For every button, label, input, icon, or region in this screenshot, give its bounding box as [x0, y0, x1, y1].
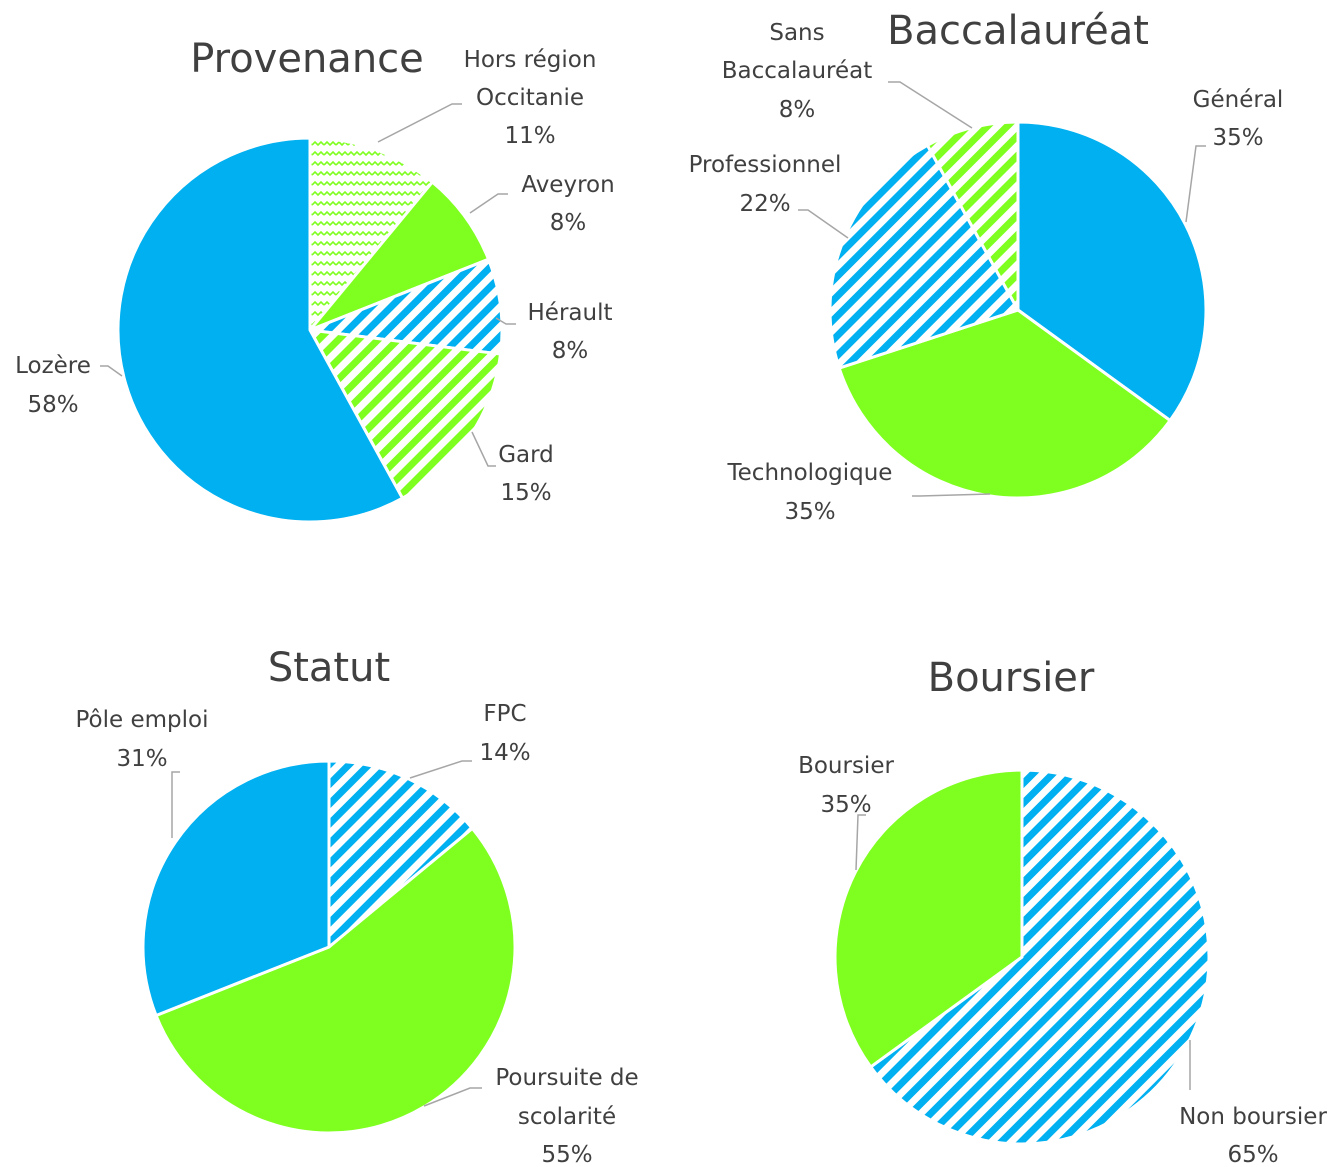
chart-baccalaureat: Baccalauréat Général 35% Technologique 3…	[689, 8, 1284, 525]
data-label: 65%	[1227, 1142, 1278, 1167]
leader-lines	[171, 760, 482, 1107]
data-label: Hors région	[464, 47, 597, 73]
data-label: 35%	[784, 499, 835, 525]
data-label: Baccalauréat	[722, 58, 873, 84]
data-label: 11%	[504, 123, 555, 149]
data-label: 22%	[739, 191, 790, 217]
data-label: Aveyron	[521, 172, 614, 198]
data-label: Poursuite de	[495, 1065, 638, 1091]
pie-slices	[116, 136, 504, 524]
chart-provenance: Provenance Hors région Occitanie 11% Ave…	[15, 36, 615, 524]
leader-lines	[100, 103, 516, 467]
pie-slice	[837, 308, 1172, 500]
data-label: 31%	[116, 746, 167, 772]
data-label: Lozère	[15, 353, 91, 379]
data-label: Non boursier	[1179, 1104, 1327, 1130]
pie-slice	[308, 328, 502, 500]
data-label: Technologique	[727, 460, 893, 486]
pie-slices	[833, 768, 1211, 1146]
data-labels: FPC 14% Poursuite de scolarité 55% Pôle …	[76, 701, 639, 1167]
pie-slice	[141, 759, 331, 1017]
data-label: 35%	[1212, 125, 1263, 151]
chart-title: Boursier	[928, 655, 1095, 701]
pie-slice	[869, 768, 1211, 1146]
pie-slice	[116, 136, 404, 524]
pie-slice	[327, 759, 474, 949]
data-label: Gard	[498, 442, 554, 468]
data-labels: Général 35% Technologique 35% Profession…	[689, 20, 1284, 525]
data-label: 8%	[779, 97, 816, 123]
pie-slice	[308, 136, 434, 332]
chart-title: Statut	[268, 645, 390, 691]
data-label: 58%	[27, 392, 78, 418]
pie-slices	[828, 120, 1208, 500]
pie-slice	[833, 768, 1024, 1069]
data-label: Hérault	[528, 300, 613, 326]
data-label: 55%	[541, 1142, 592, 1167]
data-label: scolarité	[518, 1104, 616, 1130]
chart-statut: Statut FPC 14% Poursuite de scolarité 55…	[76, 645, 639, 1167]
data-label: 14%	[479, 740, 530, 766]
pie-slice	[1016, 120, 1208, 422]
pie-slice	[828, 143, 1020, 370]
pie-slice	[154, 826, 517, 1135]
data-label: 35%	[820, 792, 871, 818]
data-label: Boursier	[798, 753, 894, 779]
data-label: 15%	[500, 480, 551, 506]
data-label: Pôle emploi	[76, 707, 209, 733]
pie-slices	[141, 759, 517, 1135]
data-label: 8%	[550, 210, 587, 236]
data-label: Sans	[769, 20, 824, 46]
chart-title: Baccalauréat	[887, 8, 1149, 54]
pie-slice	[308, 180, 491, 332]
chart-title: Provenance	[190, 36, 424, 82]
data-label: Général	[1193, 87, 1284, 113]
leader-lines	[855, 814, 1191, 1090]
data-label: 8%	[552, 338, 589, 364]
chart-boursier: Boursier Non boursier 65% Boursier 35%	[798, 655, 1327, 1167]
data-label: FPC	[483, 701, 526, 727]
pie-slice	[308, 257, 504, 356]
data-label: Occitanie	[476, 85, 584, 111]
data-labels: Non boursier 65% Boursier 35%	[798, 753, 1327, 1167]
leader-lines	[798, 81, 1206, 497]
data-label: Professionnel	[689, 152, 842, 178]
data-labels: Hors région Occitanie 11% Aveyron 8% Hér…	[15, 47, 615, 506]
